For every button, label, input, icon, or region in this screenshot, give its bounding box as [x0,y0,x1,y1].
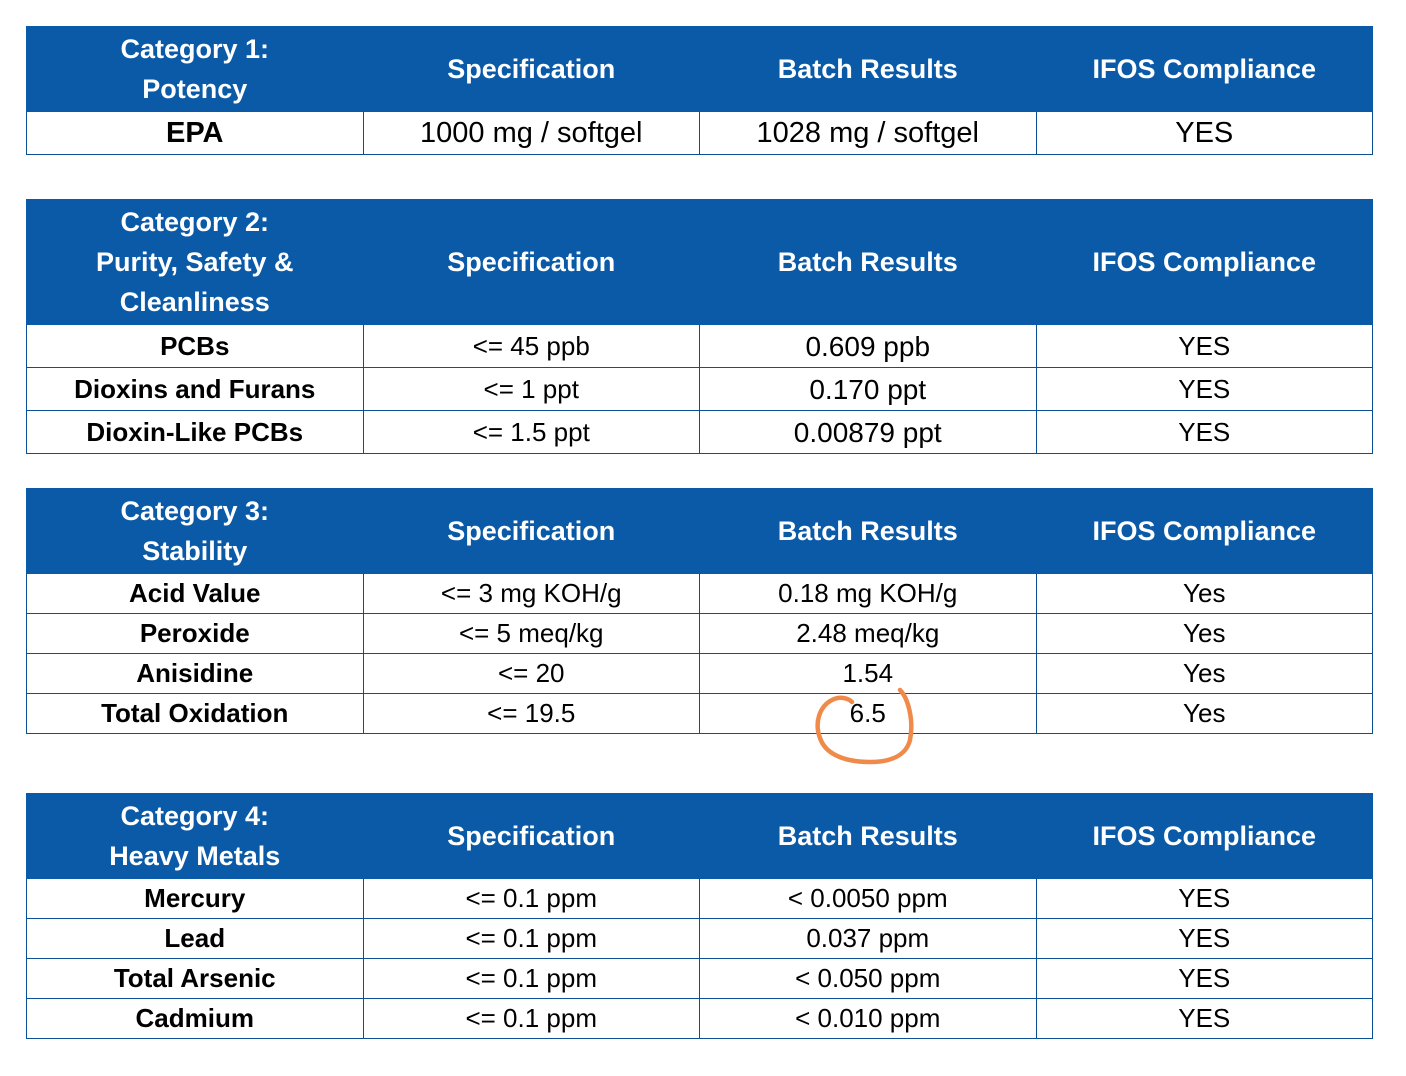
specification-header: Specification [362,199,700,325]
table-row: Acid Value <= 3 mg KOH/g 0.18 mg KOH/g Y… [26,573,1373,614]
ifos-compliance-header: IFOS Compliance [1035,26,1373,112]
batch-result-value: < 0.0050 ppm [699,878,1037,919]
specification-value: <= 0.1 ppm [362,878,700,919]
specification-value: 1000 mg / softgel [362,111,700,155]
specification-value: <= 45 ppb [362,324,700,368]
compliance-value: YES [1035,998,1373,1039]
category-header: Category 1: Potency [26,26,364,112]
compliance-value: Yes [1035,653,1373,694]
category-header: Category 4: Heavy Metals [26,793,364,879]
test-name: Cadmium [26,998,364,1039]
category-title: Category 1: [120,34,270,64]
specification-header: Specification [362,793,700,879]
table-row: Anisidine <= 20 1.54 Yes [26,653,1373,694]
batch-results-header: Batch Results [699,26,1037,112]
category-subtitle: Stability [142,536,248,566]
table-header-row: Category 3: Stability Specification Batc… [26,488,1373,574]
test-name: Total Oxidation [26,693,364,734]
test-name: Dioxins and Furans [26,367,364,411]
category-4-table: Category 4: Heavy Metals Specification B… [26,793,1373,1039]
table-row: Total Arsenic <= 0.1 ppm < 0.050 ppm YES [26,958,1373,999]
specification-header: Specification [362,488,700,574]
compliance-value: YES [1035,918,1373,959]
test-name: Mercury [26,878,364,919]
category-subtitle: Heavy Metals [109,841,281,871]
batch-result-value: 0.037 ppm [699,918,1037,959]
category-header: Category 3: Stability [26,488,364,574]
batch-result-value: 0.00879 ppt [699,410,1037,454]
table-header-row: Category 2: Purity, Safety & Cleanliness… [26,199,1373,325]
compliance-value: YES [1035,111,1373,155]
batch-result-value-highlighted: 6.5 [699,693,1037,734]
compliance-value: YES [1035,410,1373,454]
batch-result-value: 1028 mg / softgel [699,111,1037,155]
test-name: Dioxin-Like PCBs [26,410,364,454]
table-row: Cadmium <= 0.1 ppm < 0.010 ppm YES [26,998,1373,1039]
category-1-table: Category 1: Potency Specification Batch … [26,26,1373,155]
category-title: Category 2: [120,207,270,237]
specification-value: <= 0.1 ppm [362,918,700,959]
specification-value: <= 20 [362,653,700,694]
table-row: Dioxins and Furans <= 1 ppt 0.170 ppt YE… [26,367,1373,411]
specification-value: <= 0.1 ppm [362,958,700,999]
category-subtitle-continued: Cleanliness [119,287,270,317]
batch-results-header: Batch Results [699,793,1037,879]
specification-value: <= 0.1 ppm [362,998,700,1039]
compliance-value: YES [1035,958,1373,999]
batch-result-value: 1.54 [699,653,1037,694]
test-name: EPA [26,111,364,155]
compliance-value: YES [1035,324,1373,368]
batch-result-value: 2.48 meq/kg [699,613,1037,654]
batch-result-value: 0.609 ppb [699,324,1037,368]
category-2-table: Category 2: Purity, Safety & Cleanliness… [26,199,1373,454]
specification-value: <= 3 mg KOH/g [362,573,700,614]
test-name: Total Arsenic [26,958,364,999]
table-row: Lead <= 0.1 ppm 0.037 ppm YES [26,918,1373,959]
compliance-value: YES [1035,878,1373,919]
batch-results-header: Batch Results [699,199,1037,325]
test-name: Peroxide [26,613,364,654]
compliance-value: Yes [1035,573,1373,614]
table-row: Mercury <= 0.1 ppm < 0.0050 ppm YES [26,878,1373,919]
category-3-table: Category 3: Stability Specification Batc… [26,488,1373,734]
table-row: Total Oxidation <= 19.5 6.5 Yes [26,693,1373,734]
compliance-value: YES [1035,367,1373,411]
table-header-row: Category 1: Potency Specification Batch … [26,26,1373,112]
table-row: PCBs <= 45 ppb 0.609 ppb YES [26,324,1373,368]
test-name: PCBs [26,324,364,368]
category-title: Category 4: [120,801,270,831]
category-subtitle: Purity, Safety & [95,247,294,277]
specification-value: <= 19.5 [362,693,700,734]
batch-result-value: 0.18 mg KOH/g [699,573,1037,614]
specification-value: <= 1 ppt [362,367,700,411]
specification-value: <= 5 meq/kg [362,613,700,654]
compliance-value: Yes [1035,613,1373,654]
compliance-value: Yes [1035,693,1373,734]
batch-result-value: 0.170 ppt [699,367,1037,411]
ifos-compliance-header: IFOS Compliance [1035,488,1373,574]
table-row: Peroxide <= 5 meq/kg 2.48 meq/kg Yes [26,613,1373,654]
test-name: Anisidine [26,653,364,694]
specification-header: Specification [362,26,700,112]
batch-result-value: < 0.050 ppm [699,958,1037,999]
ifos-compliance-header: IFOS Compliance [1035,793,1373,879]
category-subtitle: Potency [142,74,248,104]
batch-result-value: < 0.010 ppm [699,998,1037,1039]
batch-results-header: Batch Results [699,488,1037,574]
test-name: Acid Value [26,573,364,614]
category-header: Category 2: Purity, Safety & Cleanliness [26,199,364,325]
table-row: EPA 1000 mg / softgel 1028 mg / softgel … [26,111,1373,155]
specification-value: <= 1.5 ppt [362,410,700,454]
table-row: Dioxin-Like PCBs <= 1.5 ppt 0.00879 ppt … [26,410,1373,454]
table-header-row: Category 4: Heavy Metals Specification B… [26,793,1373,879]
category-title: Category 3: [120,496,270,526]
ifos-compliance-header: IFOS Compliance [1035,199,1373,325]
test-name: Lead [26,918,364,959]
